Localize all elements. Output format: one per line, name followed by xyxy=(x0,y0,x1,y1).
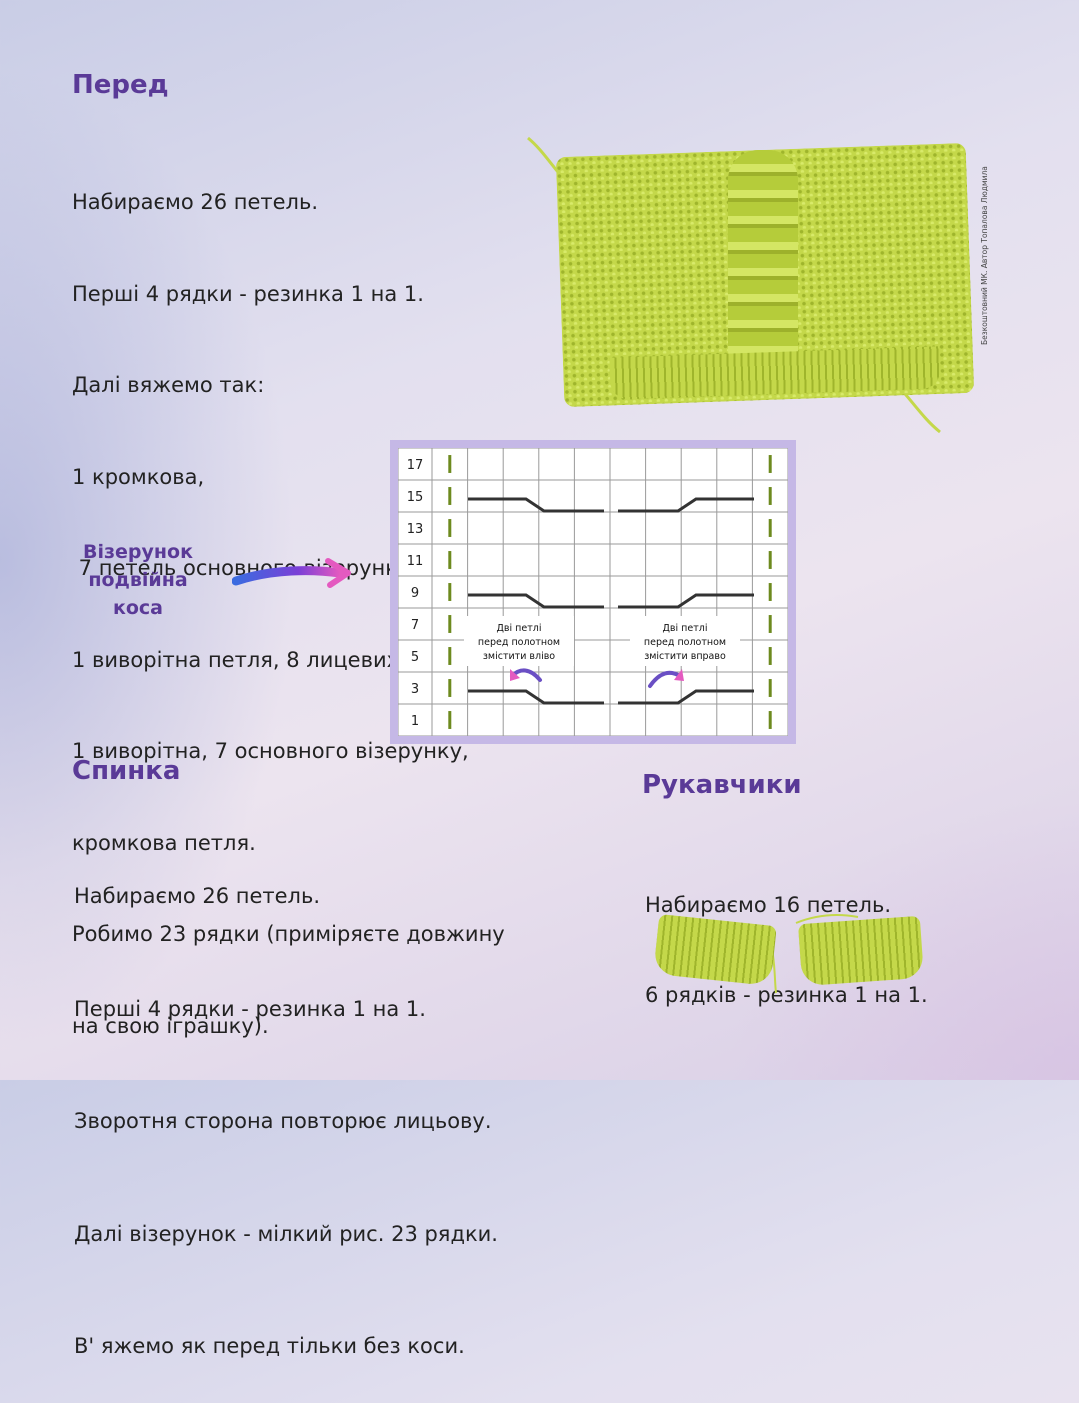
note-left-line: Дві петлі xyxy=(497,623,542,634)
front-line: 1 виворітна, 7 основного візерунку, xyxy=(72,739,469,763)
mittens-line: 6 рядків - резинка 1 на 1. xyxy=(645,983,928,1007)
cable-line-right xyxy=(618,689,754,705)
arrow-right-icon xyxy=(232,558,351,588)
cable-line-right xyxy=(618,593,754,609)
note-right-line: Дві петлі xyxy=(663,623,708,634)
mittens-heading: Рукавчики xyxy=(642,770,802,800)
cable-chart: 17 15 13 11 9 7 5 3 1 Дві петлі перед полотном з… xyxy=(390,440,796,744)
cable-line-right xyxy=(618,497,754,513)
pattern-label-line: коса xyxy=(112,597,164,619)
curved-arrow-left-icon xyxy=(510,668,542,682)
mittens-instructions: Набираємо 16 петель. 6 рядків - резинка … xyxy=(645,830,928,1040)
mitten-left xyxy=(653,913,777,987)
row-number: 9 xyxy=(411,586,419,601)
back-line: Далі візерунок - мілкий рис. 23 рядки. xyxy=(74,1221,498,1246)
row-number: 1 xyxy=(411,714,419,729)
front-heading: Перед xyxy=(72,70,169,100)
row-number: 7 xyxy=(411,618,419,633)
row-number: 3 xyxy=(411,682,419,697)
cable-line-left xyxy=(468,497,604,513)
author-watermark: Безкоштовний МК. Автор Топалова Людмила xyxy=(980,166,989,345)
front-line: кромкова петля. xyxy=(72,830,256,855)
back-heading: Спинка xyxy=(72,756,181,786)
chart-grid: 17 15 13 11 9 7 5 3 1 Дві петлі перед полотном з… xyxy=(397,447,789,737)
note-right-line: перед полотном xyxy=(644,637,726,648)
note-left-line: перед полотном xyxy=(478,637,560,648)
front-line: Набираємо 26 петель. xyxy=(72,190,319,214)
back-line: Зворотня сторона повторює лицьову. xyxy=(74,1109,492,1133)
front-line: 1 кромкова, xyxy=(72,464,205,489)
curved-arrow-right-icon xyxy=(648,669,684,688)
mittens-line: Набираємо 16 петель. xyxy=(645,893,892,917)
back-instructions: Набираємо 26 петель. Перші 4 рядки - рез… xyxy=(74,803,498,1403)
front-line: на свою іграшку). xyxy=(72,1013,269,1038)
front-line: Робимо 23 рядки (приміряєте довжину xyxy=(72,922,505,946)
front-line: 1 виворітна петля, 8 лицевих, xyxy=(72,647,406,672)
mitten-right xyxy=(797,915,925,987)
pattern-label-line: подвійна xyxy=(88,569,188,591)
row-number: 11 xyxy=(407,554,424,569)
note-right-line: змістити вправо xyxy=(644,651,726,662)
pattern-label-line: Візерунок xyxy=(83,541,193,563)
front-line: Далі вяжемо так: xyxy=(72,373,265,397)
row-number: 5 xyxy=(411,650,419,665)
back-line: Перші 4 рядки - резинка 1 на 1. xyxy=(74,996,426,1021)
front-line: Перші 4 рядки - резинка 1 на 1. xyxy=(72,281,424,306)
front-instructions: Набираємо 26 петель. Перші 4 рядки - рез… xyxy=(72,126,505,1072)
back-line: Набираємо 26 петель. xyxy=(74,884,321,908)
cable-line-left xyxy=(468,593,604,609)
row-number: 13 xyxy=(407,522,424,537)
cable-stripe xyxy=(728,150,798,380)
note-left-line: змістити вліво xyxy=(483,651,555,662)
pattern-label: Візерунок подвійна коса xyxy=(82,538,194,622)
cable-line-left xyxy=(468,689,604,705)
row-number: 15 xyxy=(407,490,424,505)
back-line: В' яжемо як перед тільки без коси. xyxy=(74,1334,465,1358)
row-number: 17 xyxy=(407,458,424,473)
